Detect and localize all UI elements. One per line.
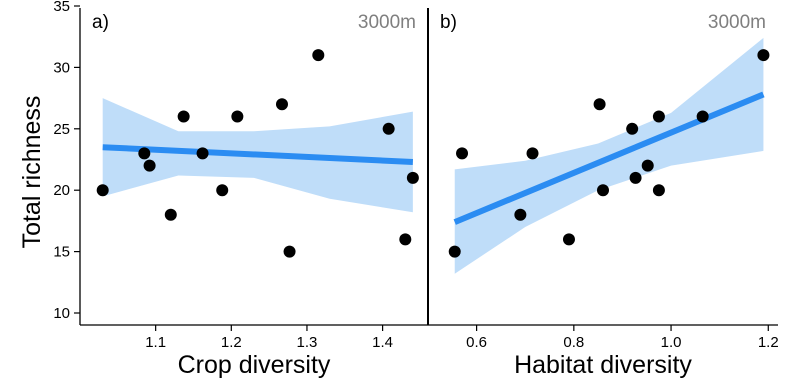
data-point [562,233,575,246]
panel-b-note: 3000m [708,12,766,33]
y-tick-label: 10 [53,305,70,322]
x-axis-title-a: Crop diversity [178,351,331,379]
panel-a-tag: a) [92,12,109,33]
x-tick-label: 1.1 [145,334,166,351]
data-point [629,171,642,184]
panel-b: 0.6 0.8 1.0 1.2 [448,37,779,351]
data-point [514,208,527,221]
x-tick-label: 1.2 [758,334,779,351]
x-tick-label: 1.2 [221,334,242,351]
data-point [216,184,229,197]
data-point [456,147,469,160]
y-axis: 10 15 20 25 30 35 [53,0,80,322]
data-point [448,245,461,258]
y-axis-title: Total richness [18,96,46,249]
panel-a: 1.1 1.2 1.3 1.4 [96,49,419,351]
data-point [231,110,244,123]
panel-a-note: 3000m [358,12,416,33]
y-tick-label: 15 [53,244,70,261]
data-point [757,49,770,62]
x-tick-label: 1.0 [661,334,682,351]
data-point [138,147,151,160]
data-point [597,184,609,197]
panel-b-tag: b) [440,12,457,33]
data-point [626,122,639,135]
data-point [382,122,395,135]
y-tick-label: 20 [53,182,70,199]
y-tick-label: 25 [53,121,70,138]
x-tick-label: 0.8 [563,334,584,351]
data-point [652,110,665,123]
data-point [312,49,325,62]
fit-line [453,91,765,225]
data-point [143,159,156,172]
data-point [652,184,665,197]
data-point [283,245,296,258]
data-point [96,184,109,197]
x-tick-label: 0.6 [466,334,487,351]
data-point [406,171,419,184]
data-point [526,147,539,160]
data-point [593,98,606,111]
data-point [164,208,177,221]
data-point [399,233,412,246]
y-tick-label: 30 [53,59,70,76]
y-tick-label: 35 [53,0,70,15]
x-tick-label: 1.3 [297,334,318,351]
fit-line [102,144,414,165]
x-axis-title-b: Habitat diversity [514,351,692,379]
data-point [196,147,209,160]
data-point [696,110,709,123]
data-point [177,110,190,123]
data-point [641,159,654,172]
x-tick-label: 1.4 [372,334,393,351]
data-point [275,98,288,111]
